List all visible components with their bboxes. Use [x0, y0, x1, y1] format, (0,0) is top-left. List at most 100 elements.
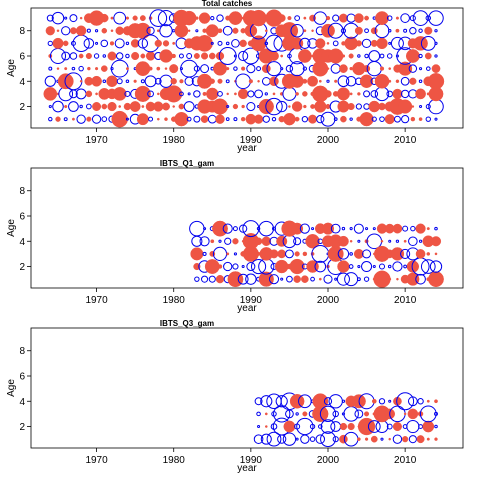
negative-residual-bubble — [232, 226, 238, 232]
positive-residual-bubble — [349, 66, 353, 71]
positive-residual-bubble — [410, 116, 416, 122]
plot-frame — [30, 7, 464, 129]
negative-residual-bubble — [368, 50, 381, 62]
x-tick-label: 2010 — [394, 455, 417, 466]
positive-residual-bubble — [107, 51, 117, 61]
positive-residual-bubble — [107, 101, 117, 112]
negative-residual-bubble — [144, 75, 157, 88]
positive-residual-bubble — [94, 67, 99, 71]
negative-residual-bubble — [323, 274, 333, 284]
positive-residual-bubble — [134, 85, 151, 102]
positive-residual-bubble — [430, 236, 442, 247]
positive-residual-bubble — [269, 76, 279, 87]
positive-residual-bubble — [388, 437, 391, 441]
negative-residual-bubble — [434, 117, 438, 121]
negative-residual-bubble — [51, 11, 65, 25]
negative-residual-bubble — [245, 273, 257, 285]
negative-residual-bubble — [253, 434, 264, 444]
negative-residual-bubble — [379, 116, 385, 123]
positive-residual-bubble — [426, 399, 430, 403]
negative-residual-bubble — [125, 53, 130, 59]
positive-residual-bubble — [209, 78, 215, 84]
positive-residual-bubble — [237, 88, 249, 100]
negative-residual-bubble — [354, 409, 364, 419]
negative-residual-bubble — [372, 227, 376, 231]
positive-residual-bubble — [395, 79, 400, 84]
x-tick-label: 2010 — [394, 135, 417, 146]
negative-residual-bubble — [246, 101, 256, 112]
negative-residual-bubble — [124, 90, 131, 97]
y-axis-label: Age — [6, 379, 17, 397]
negative-residual-bubble — [202, 251, 207, 256]
positive-residual-bubble — [95, 92, 98, 96]
negative-residual-bubble — [186, 53, 193, 59]
positive-residual-bubble — [79, 80, 83, 83]
positive-residual-bubble — [424, 26, 433, 35]
positive-residual-bubble — [291, 37, 304, 50]
x-tick-label: 2000 — [317, 295, 340, 306]
negative-residual-bubble — [334, 277, 338, 281]
negative-residual-bubble — [319, 405, 337, 423]
positive-residual-bubble — [125, 16, 130, 20]
positive-residual-bubble — [364, 15, 369, 21]
positive-residual-bubble — [303, 29, 307, 33]
y-tick-label: 8 — [19, 346, 25, 357]
x-tick-label: 1990 — [240, 295, 263, 306]
negative-residual-bubble — [275, 395, 288, 408]
negative-residual-bubble — [419, 67, 423, 71]
positive-residual-bubble — [298, 49, 312, 63]
negative-residual-bubble — [320, 419, 336, 434]
positive-residual-bubble — [181, 10, 197, 26]
positive-residual-bubble — [411, 105, 415, 108]
positive-residual-bubble — [334, 79, 338, 83]
positive-residual-bubble — [129, 101, 141, 112]
negative-residual-bubble — [395, 239, 400, 243]
positive-residual-bubble — [277, 249, 287, 259]
positive-residual-bubble — [92, 102, 102, 112]
positive-residual-bubble — [349, 239, 353, 243]
positive-residual-bubble — [257, 79, 260, 83]
positive-residual-bubble — [91, 75, 102, 87]
positive-residual-bubble — [339, 434, 348, 444]
x-tick-label: 1990 — [240, 455, 263, 466]
positive-residual-bubble — [109, 41, 115, 46]
negative-residual-bubble — [276, 100, 288, 113]
negative-residual-bubble — [233, 54, 237, 58]
x-tick-label: 2000 — [317, 135, 340, 146]
positive-residual-bubble — [294, 251, 300, 257]
positive-residual-bubble — [264, 29, 268, 33]
positive-residual-bubble — [241, 104, 245, 109]
positive-residual-bubble — [133, 79, 137, 83]
x-tick-label: 1970 — [85, 295, 108, 306]
positive-residual-bubble — [364, 437, 369, 441]
negative-residual-bubble — [49, 47, 67, 65]
positive-residual-bubble — [392, 88, 403, 99]
positive-residual-bubble — [395, 28, 400, 33]
negative-residual-bubble — [311, 227, 315, 231]
positive-residual-bubble — [415, 223, 426, 234]
panel-1: Total catches 1970 1980 1990 2000 2010 2 4 6 8 yea… — [6, 0, 464, 154]
negative-residual-bubble — [189, 220, 205, 237]
negative-residual-bubble — [147, 90, 154, 98]
positive-residual-bubble — [100, 13, 109, 23]
negative-residual-bubble — [419, 105, 423, 109]
negative-residual-bubble — [69, 52, 78, 60]
positive-residual-bubble — [200, 115, 209, 123]
positive-residual-bubble — [359, 74, 374, 88]
negative-residual-bubble — [277, 434, 287, 444]
negative-residual-bubble — [340, 28, 347, 34]
negative-residual-bubble — [86, 103, 92, 110]
bubble-layer — [189, 220, 444, 288]
positive-residual-bubble — [110, 29, 114, 33]
positive-residual-bubble — [314, 100, 327, 113]
y-axis-label: Age — [6, 59, 17, 77]
positive-residual-bubble — [56, 29, 60, 33]
positive-residual-bubble — [172, 105, 175, 108]
negative-residual-bubble — [309, 436, 316, 442]
positive-residual-bubble — [403, 412, 407, 416]
negative-residual-bubble — [392, 434, 403, 444]
bubble-layer — [43, 9, 445, 128]
negative-residual-bubble — [300, 434, 310, 444]
negative-residual-bubble — [388, 41, 392, 45]
negative-residual-bubble — [343, 406, 359, 422]
